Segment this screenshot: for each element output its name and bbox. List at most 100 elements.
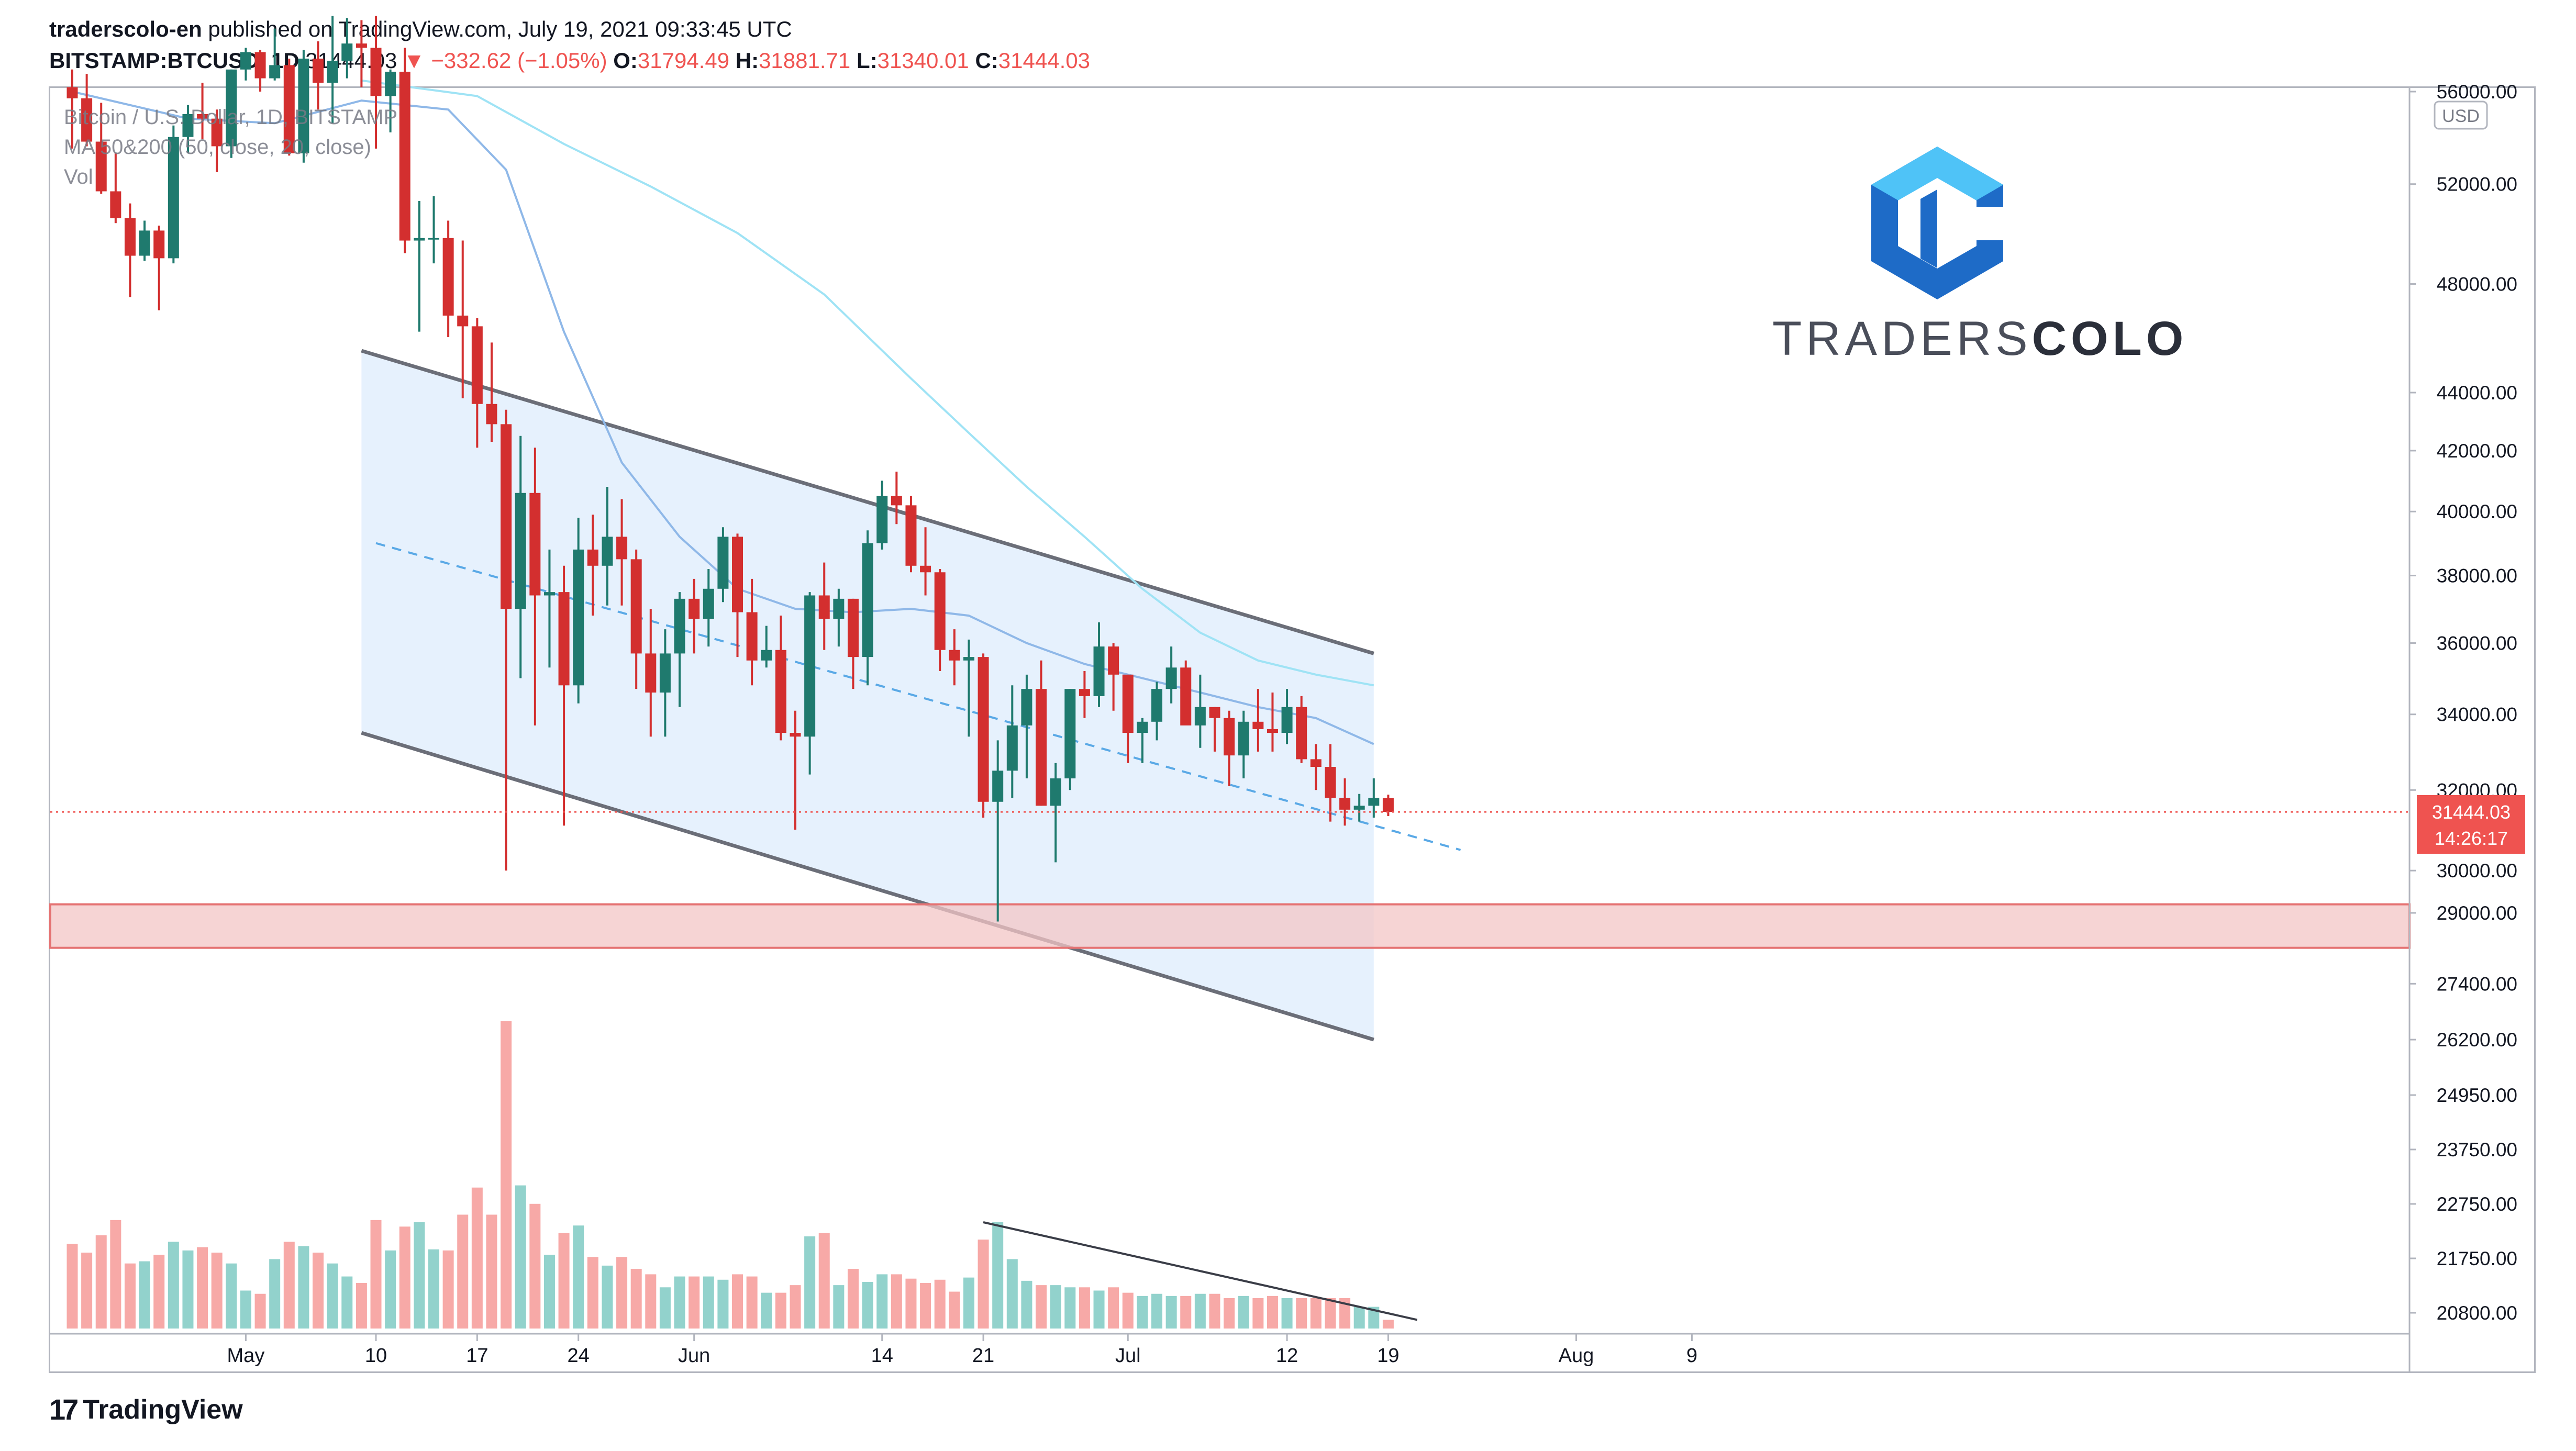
candle[interactable] (1339, 778, 1351, 826)
candle[interactable] (891, 471, 902, 524)
channel-upper-line[interactable] (361, 349, 1374, 655)
candle[interactable] (414, 201, 425, 332)
time-axis[interactable]: May 10 17 24 Jun 14 21 Jul 12 19 Aug 9 (50, 1333, 2410, 1367)
candle[interactable] (471, 318, 483, 448)
candle[interactable] (1368, 778, 1380, 818)
candle[interactable] (110, 153, 121, 224)
candle[interactable] (674, 592, 685, 707)
candle[interactable] (1108, 643, 1119, 711)
candle[interactable] (515, 436, 526, 678)
candle[interactable] (717, 527, 729, 602)
candle[interactable] (1165, 646, 1177, 704)
candle[interactable] (298, 50, 309, 163)
candle[interactable] (457, 240, 469, 398)
candle[interactable] (1224, 710, 1235, 786)
candle[interactable] (689, 578, 700, 654)
candle[interactable] (1050, 763, 1061, 863)
candle[interactable] (283, 58, 295, 156)
volume-trendline[interactable] (983, 1221, 1418, 1321)
candle[interactable] (139, 220, 150, 261)
candle[interactable] (1194, 674, 1206, 748)
candle[interactable] (558, 565, 570, 826)
candle[interactable] (356, 20, 367, 87)
candle[interactable] (847, 598, 859, 689)
candle[interactable] (529, 448, 541, 726)
channel-midline[interactable] (375, 542, 1461, 851)
candle[interactable] (81, 74, 93, 147)
candle[interactable] (385, 69, 396, 132)
support-zone-rect[interactable] (49, 903, 2411, 949)
candle[interactable] (1382, 795, 1394, 816)
candles[interactable] (66, 16, 1394, 922)
candle[interactable] (804, 592, 816, 775)
candle[interactable] (630, 549, 642, 689)
candle[interactable] (905, 496, 917, 573)
candle[interactable] (370, 16, 382, 149)
candle[interactable] (543, 549, 555, 668)
candle[interactable] (1064, 689, 1076, 790)
candle[interactable] (992, 740, 1004, 922)
candle[interactable] (1325, 744, 1336, 822)
candle[interactable] (703, 569, 714, 647)
candle[interactable] (153, 225, 165, 310)
candle[interactable] (486, 342, 497, 442)
candle[interactable] (1122, 674, 1134, 763)
descending-channel[interactable] (361, 349, 1461, 1042)
candle[interactable] (95, 103, 107, 194)
candle[interactable] (602, 487, 613, 606)
candle[interactable] (182, 105, 194, 153)
candle[interactable] (746, 578, 758, 686)
candle[interactable] (341, 18, 353, 79)
candle[interactable] (1180, 660, 1192, 726)
price-axis[interactable]: 56000.00 52000.00 48000.00 44000.00 42000.00… (50, 81, 2517, 1371)
candle[interactable] (732, 533, 743, 657)
candle[interactable] (269, 28, 281, 81)
candle[interactable] (428, 196, 439, 264)
candle[interactable] (659, 629, 671, 737)
candle[interactable] (1151, 682, 1162, 741)
candle[interactable] (963, 639, 974, 737)
candle[interactable] (616, 499, 628, 606)
candle[interactable] (168, 125, 179, 264)
candle[interactable] (1353, 794, 1365, 822)
currency-badge[interactable]: USD (2434, 101, 2488, 130)
candle[interactable] (240, 48, 251, 81)
candle[interactable] (818, 562, 830, 650)
candle[interactable] (978, 653, 989, 818)
candle[interactable] (761, 626, 772, 668)
candle[interactable] (949, 629, 960, 686)
candle[interactable] (399, 48, 410, 253)
candle[interactable] (587, 515, 598, 616)
candle[interactable] (327, 16, 338, 124)
candle[interactable] (66, 69, 78, 149)
candle[interactable] (1252, 689, 1264, 752)
candle[interactable] (1267, 693, 1278, 752)
candle[interactable] (211, 109, 223, 172)
candle[interactable] (1209, 707, 1220, 752)
candle[interactable] (442, 220, 454, 338)
candle[interactable] (1238, 710, 1249, 779)
candle[interactable] (790, 710, 801, 830)
candle[interactable] (1021, 674, 1032, 779)
candle[interactable] (1296, 696, 1307, 763)
candle[interactable] (1093, 622, 1105, 707)
chart-frame[interactable] (49, 86, 2536, 1373)
candle[interactable] (501, 409, 512, 871)
candle[interactable] (645, 609, 657, 737)
support-zone[interactable] (49, 903, 2411, 949)
candle[interactable] (876, 481, 888, 550)
candle[interactable] (197, 83, 208, 140)
candle[interactable] (1310, 744, 1322, 790)
candle[interactable] (833, 588, 845, 647)
candle[interactable] (862, 530, 873, 686)
candle[interactable] (124, 203, 136, 297)
candle[interactable] (1006, 685, 1018, 798)
candle[interactable] (313, 41, 324, 110)
candle[interactable] (934, 569, 946, 672)
candle[interactable] (254, 50, 266, 92)
candle[interactable] (920, 527, 931, 596)
candle[interactable] (1137, 718, 1148, 763)
candle[interactable] (1079, 671, 1090, 718)
candle[interactable] (573, 518, 584, 704)
